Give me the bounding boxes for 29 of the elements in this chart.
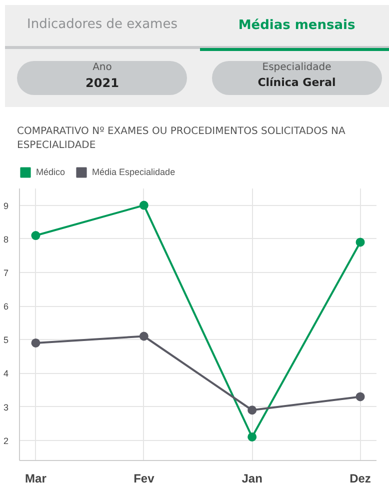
y-tick-label: 6 [3, 302, 9, 312]
point [139, 332, 148, 341]
point [356, 392, 365, 402]
y-tick-label: 2 [3, 436, 9, 446]
text: Clínica Geral [258, 76, 336, 90]
text: Indicadores de exames [26, 16, 178, 34]
text: 2021 [86, 76, 119, 90]
x-tick-label: Fev [134, 472, 155, 486]
x-tick-label: Jan [242, 472, 262, 486]
text: Médias mensais [200, 4, 389, 50]
point [139, 200, 148, 210]
point [248, 432, 257, 442]
y-tick-label: 5 [3, 335, 9, 346]
x-tick-label: Dez [350, 472, 371, 486]
point [31, 231, 40, 240]
text: Ano [92, 62, 112, 73]
point [248, 406, 257, 415]
y-tick-label: 4 [3, 368, 9, 379]
legend-label: Média Especialidade [92, 166, 176, 178]
y-tick-label: 8 [3, 234, 9, 244]
point [356, 238, 365, 247]
point [31, 338, 40, 348]
y-tick-label: 7 [3, 268, 9, 278]
y-tick-label: 3 [3, 402, 9, 412]
text: Especialidade [262, 62, 332, 73]
legend-label: Médico [36, 166, 66, 178]
y-tick-label: 9 [3, 200, 9, 211]
chart-title: COMPARATIVO Nº EXAMES OU PROCEDIMENTOS SOLICITADOS NA ESPECIALIDADE [16, 125, 346, 154]
x-tick-label: Mar [25, 472, 47, 486]
